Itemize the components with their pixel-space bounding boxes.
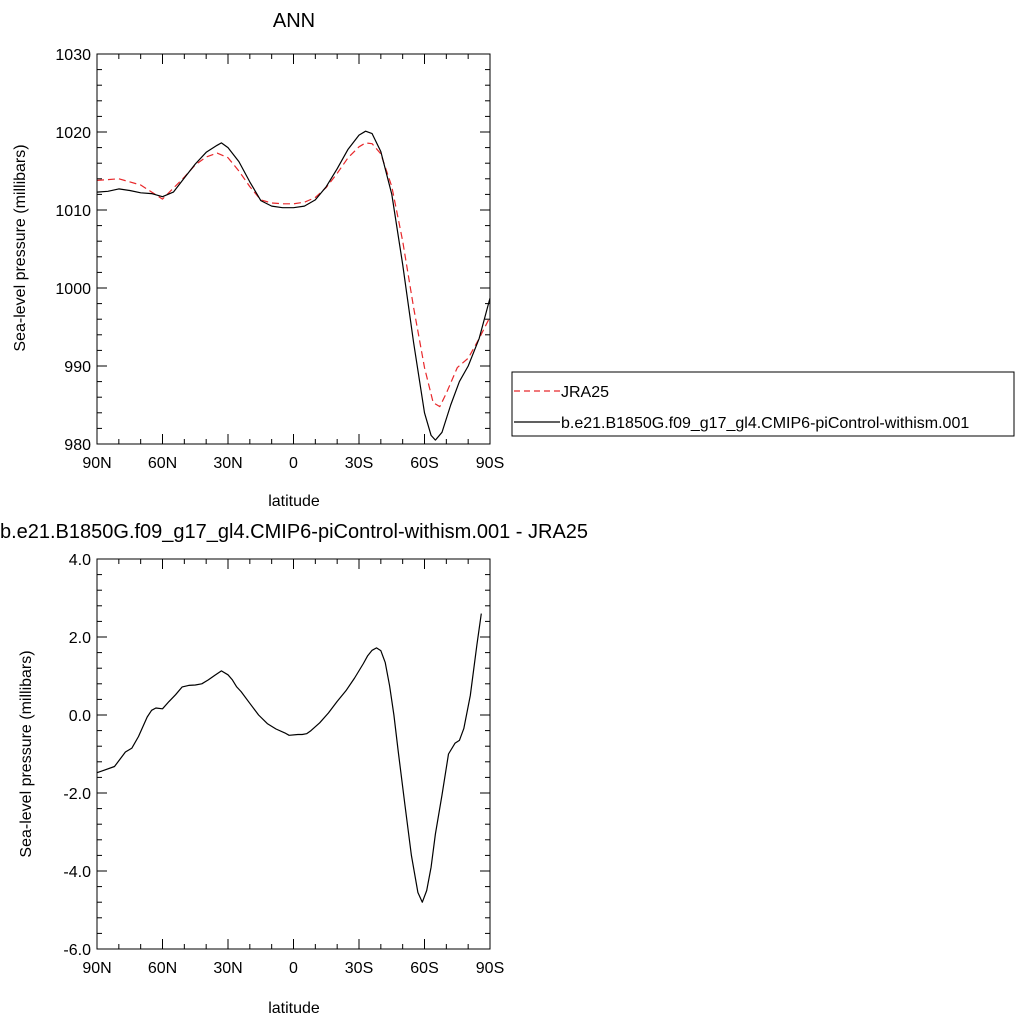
y-tick-label: 1010: [55, 203, 91, 220]
y-tick-label: 1030: [55, 47, 91, 64]
x-tick-label: 30N: [213, 960, 242, 977]
x-tick-label: 0: [289, 455, 298, 472]
bottom-series-lines: [96, 613, 482, 903]
bottom-plot-frame: [96, 558, 491, 950]
series-line-jra25: [96, 142, 491, 408]
y-tick-label: 0.0: [69, 708, 91, 725]
x-tick-label: 60S: [410, 455, 438, 472]
y-tick-label: 1020: [55, 125, 91, 142]
bottom-y-axis-label: Sea-level pressure (millibars): [18, 650, 35, 857]
legend-label-model: b.e21.B1850G.f09_g17_gl4.CMIP6-piControl…: [561, 415, 969, 432]
y-tick-label: 4.0: [69, 552, 91, 569]
bottom-x-axis-label: latitude: [268, 1000, 320, 1017]
x-tick-label: 30S: [345, 960, 373, 977]
y-tick-label: 980: [64, 437, 91, 454]
top-panel: ANN 980 990 1000 1010 1020 1030 90N 60N 30N 0 30S…: [12, 10, 504, 510]
x-tick-label: 90N: [82, 960, 111, 977]
x-tick-label: 90N: [82, 455, 111, 472]
series-line-model: [96, 130, 491, 441]
x-tick-label: 60S: [410, 960, 438, 977]
x-tick-label: 60N: [148, 960, 177, 977]
y-tick-label: 2.0: [69, 630, 91, 647]
legend: JRA25 b.e21.B1850G.f09_g17_gl4.CMIP6-piC…: [511, 371, 1015, 437]
series-line-model: [96, 613, 482, 903]
y-tick-label: -6.0: [63, 942, 91, 959]
y-tick-label: -4.0: [63, 864, 91, 881]
y-tick-label: -2.0: [63, 786, 91, 803]
y-tick-label: 1000: [55, 281, 91, 298]
x-tick-label: 30S: [345, 455, 373, 472]
x-tick-label: 30N: [213, 455, 242, 472]
bottom-panel: b.e21.B1850G.f09_g17_gl4.CMIP6-piControl…: [0, 521, 588, 1017]
top-x-axis-ticks: 90N 60N 30N 0 30S 60S 90S: [82, 54, 504, 472]
x-tick-label: 90S: [476, 960, 504, 977]
legend-box: [511, 371, 1015, 437]
bottom-x-axis-ticks: 90N 60N 30N 0 30S 60S 90S: [82, 559, 504, 977]
top-series-lines: [96, 130, 491, 441]
legend-label-jra25: JRA25: [561, 384, 609, 401]
x-tick-label: 0: [289, 960, 298, 977]
bottom-chart-title: b.e21.B1850G.f09_g17_gl4.CMIP6-piControl…: [0, 521, 588, 543]
top-x-axis-label: latitude: [268, 493, 320, 510]
top-chart-title: ANN: [273, 10, 315, 32]
y-tick-label: 990: [64, 359, 91, 376]
x-tick-label: 60N: [148, 455, 177, 472]
x-tick-label: 90S: [476, 455, 504, 472]
top-y-axis-ticks: 980 990 1000 1010 1020 1030: [55, 47, 490, 454]
top-y-axis-label: Sea-level pressure (millibars): [12, 144, 29, 351]
top-plot-frame: [96, 53, 491, 445]
bottom-y-axis-ticks: -6.0 -4.0 -2.0 0.0 2.0 4.0: [63, 552, 490, 959]
